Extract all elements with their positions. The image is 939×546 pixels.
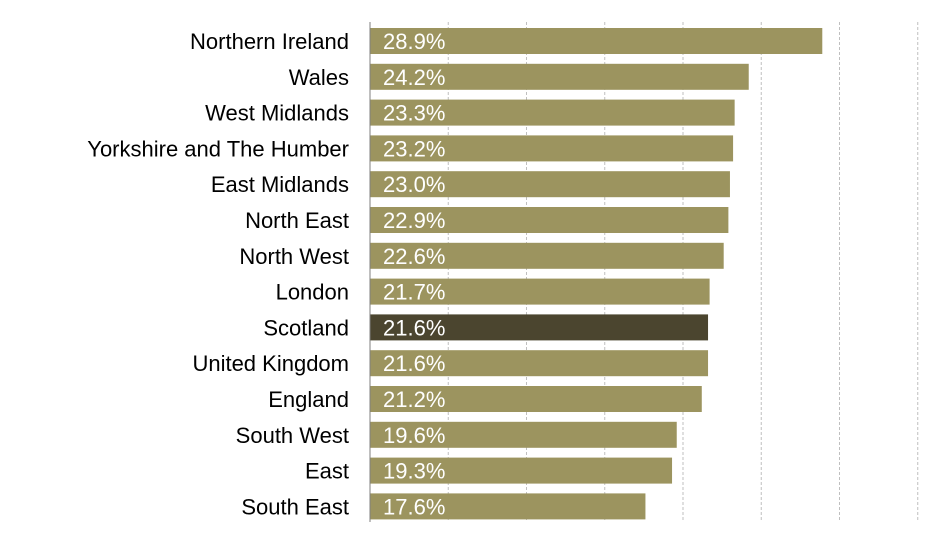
category-label-0: Northern Ireland bbox=[190, 29, 349, 54]
bar-6 bbox=[370, 242, 724, 269]
value-label-8: 21.6% bbox=[383, 315, 445, 340]
value-label-12: 19.3% bbox=[383, 459, 445, 484]
category-label-11: South West bbox=[236, 423, 349, 448]
value-label-11: 19.6% bbox=[383, 423, 445, 448]
value-label-5: 22.9% bbox=[383, 208, 445, 233]
category-labels: Northern Ireland Wales West Midlands Yorksh… bbox=[87, 29, 349, 519]
value-label-2: 23.3% bbox=[383, 101, 445, 126]
bar-7 bbox=[370, 278, 710, 305]
bar-3 bbox=[370, 135, 734, 162]
value-label-13: 17.6% bbox=[383, 494, 445, 519]
category-label-10: England bbox=[268, 387, 349, 412]
bar-5 bbox=[370, 207, 729, 233]
category-label-9: United Kingdom bbox=[192, 351, 349, 376]
bar-12 bbox=[370, 457, 673, 484]
category-label-1: Wales bbox=[289, 65, 349, 90]
bar-11 bbox=[370, 421, 677, 448]
value-label-10: 21.2% bbox=[383, 387, 445, 412]
value-label-9: 21.6% bbox=[383, 351, 445, 376]
value-label-7: 21.7% bbox=[383, 280, 445, 305]
category-label-12: East bbox=[305, 459, 349, 484]
value-label-0: 28.9% bbox=[383, 29, 445, 54]
category-label-4: East Midlands bbox=[211, 172, 349, 197]
category-label-5: North East bbox=[245, 208, 349, 233]
bar-1 bbox=[370, 63, 749, 90]
category-label-3: Yorkshire and The Humber bbox=[87, 136, 349, 161]
value-label-3: 23.2% bbox=[383, 136, 445, 161]
bar-13 bbox=[370, 493, 646, 520]
bar-2 bbox=[370, 99, 735, 126]
bar-10 bbox=[370, 386, 702, 412]
value-labels: 28.9% 24.2% 23.3% 23.2% 23.0% 22.9% 22.6% 21.7%… bbox=[383, 29, 445, 519]
bars bbox=[370, 28, 823, 520]
bar-4 bbox=[370, 171, 730, 198]
category-label-6: North West bbox=[239, 244, 349, 269]
category-label-13: South East bbox=[241, 494, 349, 519]
value-label-6: 22.6% bbox=[383, 244, 445, 269]
category-label-2: West Midlands bbox=[205, 101, 349, 126]
category-label-8: Scotland bbox=[263, 315, 349, 340]
bar-0 bbox=[370, 28, 823, 54]
bar-8 bbox=[370, 314, 709, 341]
value-label-4: 23.0% bbox=[383, 172, 445, 197]
value-label-1: 24.2% bbox=[383, 65, 445, 90]
category-label-7: London bbox=[276, 280, 349, 305]
bar-9 bbox=[370, 350, 709, 377]
